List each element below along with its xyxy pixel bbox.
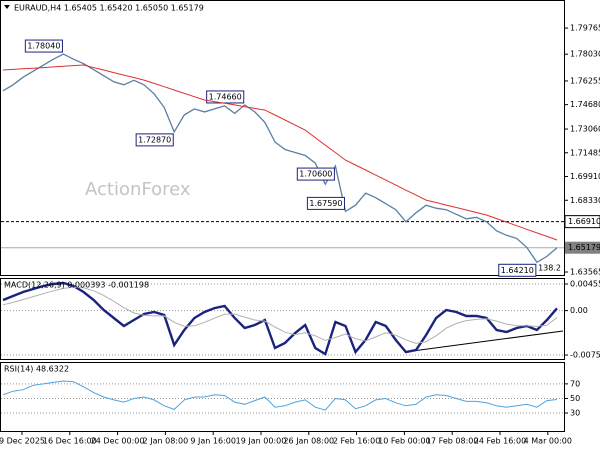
x-tick-label: 2 Feb 16:00	[333, 437, 380, 446]
rsi-frame	[0, 362, 565, 432]
y-tick-label: 1.76255	[570, 76, 600, 85]
y-tick-label: 70	[570, 379, 580, 388]
value-label-box	[498, 263, 537, 277]
x-tick-label: 4 Mar 00:00	[524, 437, 572, 446]
watermark: ActionForex	[85, 179, 191, 200]
price-label: 1.66910	[568, 217, 600, 226]
y-tick-label: 1.69910	[570, 172, 600, 181]
y-tick-label: 30	[570, 409, 580, 418]
price-box	[564, 215, 600, 229]
x-tick-label: 9 Jan 16:00	[190, 437, 236, 446]
x-tick-label: 17 Feb 08:00	[426, 437, 478, 446]
panel-title: MACD(12,26,9) 0.000393 -0.001198	[4, 281, 149, 290]
value-label-box	[24, 39, 63, 53]
y-tick-label: 1.74680	[570, 100, 600, 109]
x-tick-label: 19 Jan 00:00	[236, 437, 287, 446]
x-tick-label: 2 Jan 08:00	[143, 437, 189, 446]
x-tick-label: 10 Feb 00:00	[378, 437, 430, 446]
x-tick-label: 26 Jan 08:00	[283, 437, 334, 446]
series-line	[2, 53, 558, 264]
x-tick-label: 16 Dec 16:00	[43, 437, 97, 446]
value-label: 1.72870	[138, 135, 171, 144]
value-label: 1.64210	[501, 266, 534, 275]
value-label-box	[135, 133, 174, 147]
price-box	[565, 241, 600, 254]
value-label-box	[306, 196, 345, 210]
y-tick-label: 1.73060	[570, 125, 600, 134]
y-tick-label: 1.71485	[570, 148, 600, 157]
value-label: 1.74660	[209, 92, 242, 101]
trend-line	[404, 330, 564, 353]
y-tick-label: 1.63565	[570, 268, 600, 277]
y-tick-label: 1.68330	[570, 196, 600, 205]
series-line	[2, 281, 558, 356]
x-tick-label: 24 Feb 16:00	[474, 437, 526, 446]
value-label: 1.78040	[27, 42, 60, 51]
y-tick-label: 0.00	[570, 306, 588, 315]
series-line	[2, 380, 558, 411]
value-label: 1.70600	[299, 170, 332, 179]
value-label: 1.67590	[309, 199, 342, 208]
price-label: 1.65179	[568, 243, 600, 252]
y-tick-label: -0.007593	[570, 351, 600, 360]
x-tick-label: 24 Dec 00:00	[91, 437, 145, 446]
y-tick-label: 50	[570, 394, 580, 403]
macd-frame	[0, 278, 565, 360]
series-line	[2, 64, 558, 241]
y-tick-label: 1.78030	[570, 50, 600, 59]
value-label-box	[296, 167, 335, 181]
menu-arrow	[4, 5, 10, 9]
series-line	[2, 286, 558, 344]
y-tick-label: 0.004555	[570, 280, 600, 289]
panel-title: EURAUD,H4 1.65405 1.65420 1.65050 1.6517…	[14, 4, 204, 13]
main-frame	[0, 0, 565, 276]
x-tick-label: 9 Dec 2025	[0, 437, 45, 446]
y-tick-label: 1.79765	[570, 24, 600, 33]
annotation: FE 138.2	[526, 264, 561, 273]
panel-title: RSI(14) 48.6322	[4, 365, 69, 374]
